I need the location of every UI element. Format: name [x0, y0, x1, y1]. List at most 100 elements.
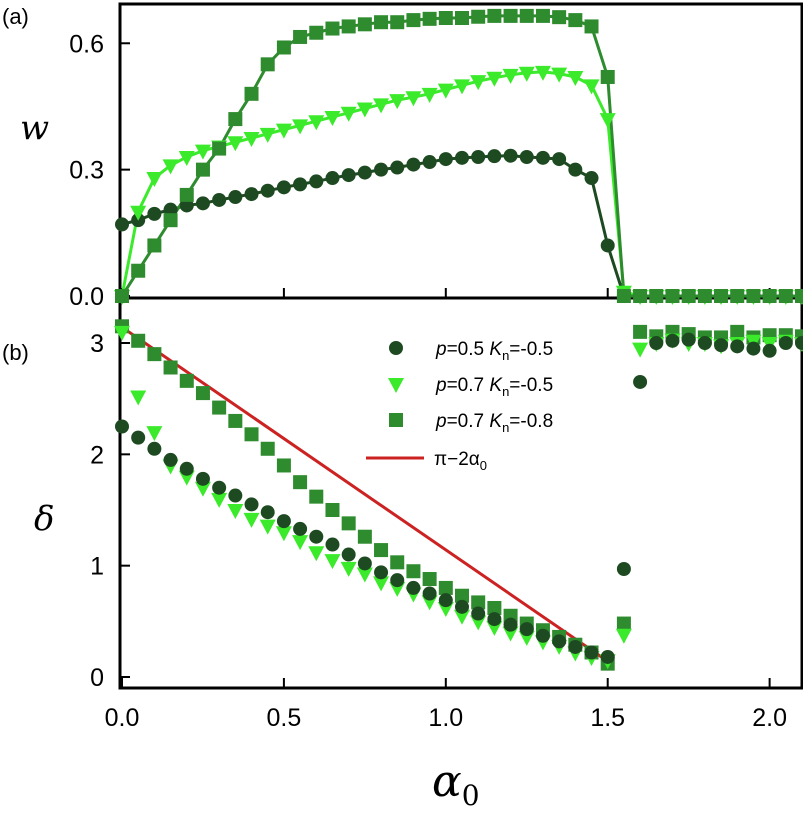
- panel-b-point-s2: [260, 441, 275, 456]
- panel-b-xtick-label: 1.0: [428, 704, 463, 732]
- reference-line: [121, 325, 609, 663]
- panel-a-point-s1: [259, 127, 276, 143]
- panel-b-point-s1: [454, 609, 470, 625]
- panel-b-point-s0: [438, 593, 453, 608]
- panel-b-point-s0: [568, 639, 583, 654]
- panel-b-frame: [118, 296, 803, 690]
- panel-a-markers: [114, 8, 803, 305]
- legend-label: p=0.7 Kn=-0.8: [435, 411, 553, 435]
- panel-a-point-s0: [115, 217, 129, 232]
- panel-a-point-s2: [163, 213, 178, 228]
- panel-b-point-s1: [356, 567, 373, 583]
- panel-a-point-s1: [227, 136, 244, 152]
- y-axis-label-w: w: [20, 108, 49, 148]
- panel-b-point-s2: [147, 347, 162, 362]
- panel-b-point-s1: [340, 561, 357, 577]
- panel-a-point-s2: [552, 10, 567, 25]
- panel-b-point-s0: [293, 521, 308, 536]
- panel-b-point-s0: [406, 580, 421, 595]
- panel-a-point-s1: [502, 68, 519, 84]
- panel-b-point-s0: [228, 488, 243, 503]
- panel-b-point-s0: [746, 341, 761, 356]
- panel-a-point-s0: [600, 238, 615, 253]
- panel-a-point-s2: [714, 289, 729, 303]
- panel-a-point-s1: [534, 65, 551, 81]
- panel-a-point-s2: [503, 8, 518, 23]
- panel-a-point-s0: [455, 150, 469, 165]
- panel-b-point-s1: [114, 325, 130, 341]
- panel-a-point-s0: [212, 192, 227, 207]
- panel-a-point-s2: [406, 13, 421, 28]
- panel-a-point-s2: [357, 17, 372, 32]
- panel-b-point-s0: [195, 471, 210, 486]
- panel-b-point-s1: [243, 512, 260, 528]
- panel-a-point-s2: [616, 289, 631, 303]
- panel-a-point-s1: [275, 123, 292, 139]
- panel-a-ytick-label: 0.6: [69, 30, 104, 58]
- panel-b-point-s2: [309, 489, 324, 504]
- panel-a-point-s2: [455, 11, 469, 25]
- panel-a-ytick-label: 0.0: [69, 283, 104, 311]
- panel-a-point-s0: [147, 206, 162, 221]
- panel-b-point-s0: [390, 573, 405, 588]
- panel-a-point-s1: [389, 94, 406, 110]
- panel-b-point-s2: [406, 564, 421, 579]
- x-axis-label: α0: [432, 756, 480, 812]
- panel-b-point-s0: [665, 333, 680, 348]
- panel-a-point-s0: [357, 165, 372, 180]
- panel-a-label: (a): [2, 4, 29, 29]
- panel-b-point-s1: [292, 535, 309, 551]
- panel-a-point-s0: [309, 174, 324, 189]
- panel-a-series-line-1: [120, 70, 802, 298]
- panel-a-point-s2: [600, 69, 615, 84]
- panel-b-ticks: 0 1 2 3 0.0 0.5 1.0 1.5 2.0: [90, 330, 787, 732]
- panel-a-point-s2: [309, 25, 324, 40]
- panel-b-point-s0: [762, 343, 777, 358]
- panel-a-point-s1: [178, 151, 195, 166]
- panel-a-point-s0: [374, 162, 389, 177]
- panel-b-point-s2: [455, 588, 469, 603]
- panel-a-point-s1: [146, 172, 163, 188]
- panel-a-point-s2: [276, 40, 291, 55]
- panel-a-point-s0: [195, 196, 210, 211]
- panel-b-point-s1: [211, 492, 228, 508]
- panel-b-point-s1: [615, 628, 632, 644]
- panel-b-point-s0: [422, 586, 437, 601]
- panel-b-point-s2: [438, 580, 453, 595]
- panel-b-point-s2: [276, 458, 291, 473]
- panel-a-point-s2: [762, 289, 777, 303]
- panel-b-point-s0: [778, 336, 793, 350]
- panel-b-point-s2: [471, 595, 486, 610]
- panel-a-point-s1: [405, 91, 422, 107]
- panel-a-point-s2: [147, 238, 162, 253]
- panel-a-point-s1: [518, 66, 535, 82]
- panel-b-point-s1: [632, 342, 649, 358]
- panel-b-point-s2: [616, 616, 631, 631]
- panel-b-point-s0: [115, 419, 129, 434]
- panel-a-point-s1: [340, 106, 357, 122]
- panel-b-ytick-label: 3: [90, 330, 104, 358]
- panel-b-point-s2: [795, 329, 803, 344]
- panel-b-point-s1: [308, 546, 325, 562]
- panel-b-point-s0: [131, 430, 146, 445]
- panel-a-point-s0: [406, 157, 421, 172]
- panel-b-ytick-label: 2: [90, 441, 104, 469]
- panel-b-point-s1: [373, 576, 390, 592]
- panel-b-label: (b): [2, 340, 29, 365]
- panel-a-point-s2: [487, 8, 502, 23]
- panel-b-point-s2: [244, 427, 259, 442]
- panel-a-point-s2: [228, 112, 243, 127]
- panel-a-point-s2: [633, 289, 648, 303]
- panel-a-point-s1: [551, 67, 568, 83]
- panel-a-point-s1: [373, 98, 390, 114]
- panel-a-point-s2: [244, 86, 259, 101]
- x-axis-label-sub: 0: [462, 779, 480, 812]
- panel-a-point-s0: [519, 150, 534, 164]
- panel-a-point-s1: [292, 119, 309, 135]
- panel-a-point-s2: [584, 19, 599, 34]
- panel-a-point-s0: [503, 148, 518, 163]
- panel-a-point-s1: [324, 110, 341, 126]
- panel-b-point-s0: [260, 505, 275, 520]
- panel-a-point-s1: [583, 79, 600, 95]
